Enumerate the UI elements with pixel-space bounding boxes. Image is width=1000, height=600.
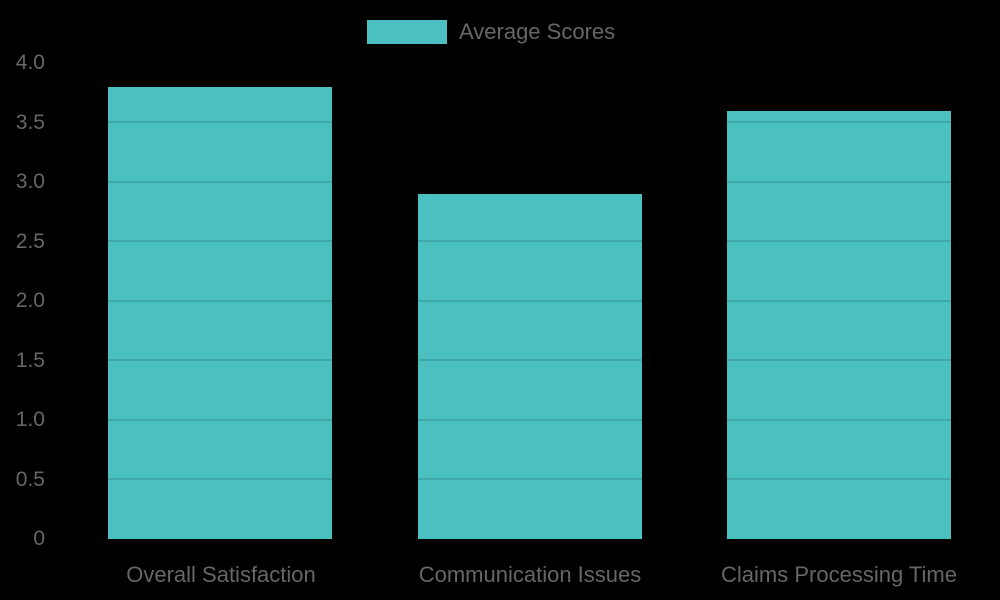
legend-label: Average Scores	[459, 19, 616, 44]
gridline	[52, 62, 1000, 64]
y-tick-label: 1.5	[15, 348, 45, 372]
y-tick-label: 2.0	[15, 289, 45, 312]
gridline	[727, 359, 951, 362]
chart-legend[interactable]: Average Scores	[367, 19, 616, 44]
gridline	[108, 478, 332, 481]
gridline	[108, 180, 332, 183]
gridline	[418, 418, 642, 421]
gridline	[108, 240, 332, 243]
y-tick-label: 2.5	[15, 229, 45, 253]
y-tick-label: 1.0	[15, 408, 45, 431]
gridline	[418, 299, 642, 302]
gridline	[108, 418, 332, 421]
y-tick-label: 0	[33, 527, 45, 550]
gridline	[727, 180, 951, 183]
gridline	[418, 359, 642, 362]
x-tick-label: Claims Processing Time	[721, 562, 957, 587]
gridline	[418, 240, 642, 243]
y-tick-label: 3.0	[15, 170, 45, 193]
y-tick-label: 0.5	[15, 467, 45, 491]
bar-communication-issues[interactable]	[418, 193, 642, 539]
legend-swatch	[367, 20, 447, 44]
gridline	[52, 538, 1000, 540]
x-tick-label: Overall Satisfaction	[126, 562, 316, 587]
gridline	[52, 181, 1000, 183]
gridline	[108, 121, 332, 124]
y-tick-label: 3.5	[15, 110, 45, 134]
x-tick-label: Communication Issues	[418, 562, 642, 587]
gridline	[727, 478, 951, 481]
bar-claims-processing-time[interactable]	[727, 110, 951, 539]
gridline	[727, 240, 951, 243]
gridline	[727, 121, 951, 124]
gridline	[108, 299, 332, 302]
gridline	[418, 478, 642, 481]
gridline	[727, 418, 951, 421]
bar-overall-satisfaction[interactable]	[108, 86, 332, 539]
gridline	[52, 121, 1000, 124]
y-tick-label: 4.0	[15, 51, 45, 74]
gridline	[108, 359, 332, 362]
gridline	[727, 299, 951, 302]
